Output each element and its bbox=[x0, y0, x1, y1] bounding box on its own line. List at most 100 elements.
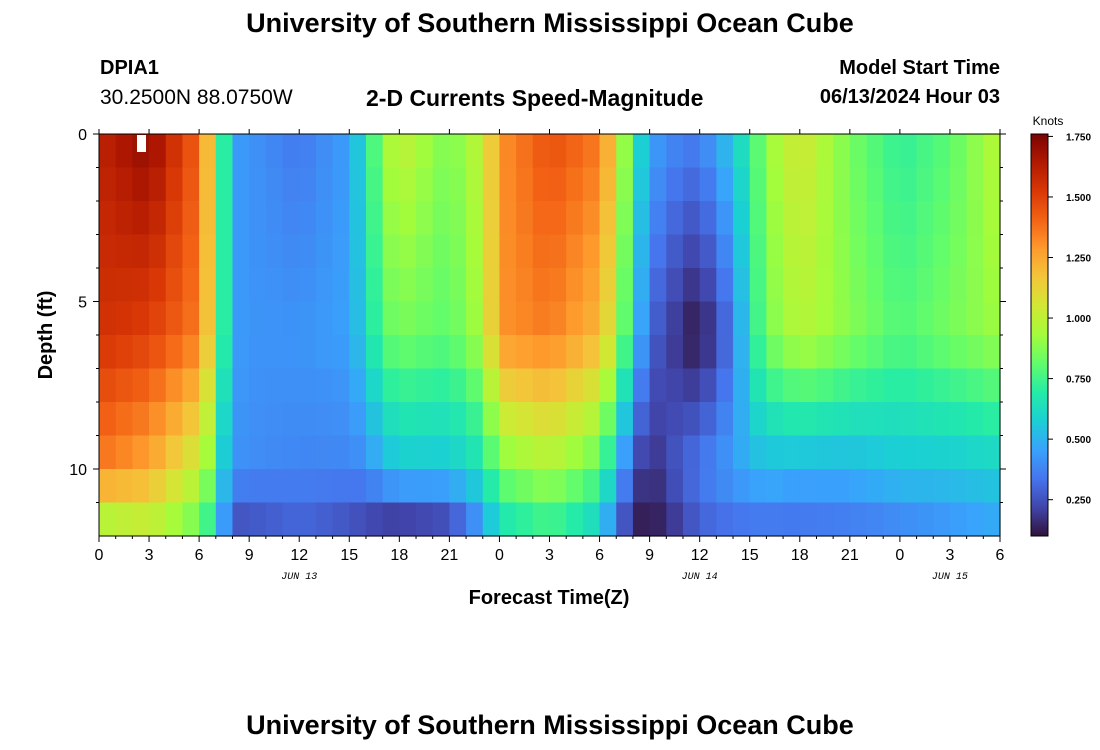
heatmap-cell bbox=[382, 402, 400, 437]
heatmap-cell bbox=[532, 368, 551, 403]
heatmap-cell bbox=[966, 167, 984, 202]
heatmap-cell bbox=[466, 234, 484, 269]
heatmap-cell bbox=[866, 134, 884, 169]
heatmap-cell bbox=[365, 234, 384, 269]
heatmap-cell bbox=[332, 368, 350, 403]
heatmap-cell bbox=[282, 502, 300, 537]
heatmap-cell bbox=[716, 167, 734, 202]
heatmap-cell bbox=[716, 469, 734, 504]
heatmap-cell bbox=[582, 167, 601, 202]
heatmap-cell bbox=[783, 435, 801, 470]
colorbar bbox=[1030, 133, 1049, 537]
heatmap-cell bbox=[616, 268, 634, 303]
heatmap-cell bbox=[649, 167, 667, 202]
heatmap-cell bbox=[466, 368, 484, 403]
heatmap-cell bbox=[983, 502, 1001, 537]
heatmap-cell bbox=[232, 167, 250, 202]
heatmap-cell bbox=[315, 201, 334, 236]
x-tick-label: 3 bbox=[145, 547, 154, 564]
heatmap-cell bbox=[132, 502, 150, 537]
heatmap-cell bbox=[949, 435, 968, 470]
heatmap-cell bbox=[749, 402, 768, 437]
x-axis-label: Forecast Time(Z) bbox=[469, 587, 630, 609]
heatmap-cell bbox=[632, 469, 651, 504]
heatmap-cell bbox=[416, 368, 434, 403]
heatmap-cell bbox=[549, 134, 567, 169]
heatmap-cell bbox=[666, 335, 684, 370]
heatmap-cell bbox=[733, 134, 751, 169]
heatmap-cell bbox=[482, 502, 501, 537]
heatmap-cell bbox=[416, 435, 434, 470]
station-coordinates: 30.2500N 88.0750W bbox=[100, 86, 293, 109]
heatmap-cell bbox=[949, 268, 968, 303]
heatmap-cell bbox=[716, 301, 734, 336]
heatmap-cell bbox=[866, 335, 884, 370]
heatmap-cell bbox=[716, 268, 734, 303]
heatmap-cell bbox=[466, 435, 484, 470]
heatmap-cell bbox=[849, 335, 868, 370]
heatmap-cell bbox=[165, 301, 184, 336]
heatmap-cell bbox=[849, 502, 868, 537]
heatmap-cell bbox=[833, 167, 851, 202]
heatmap-cell bbox=[899, 469, 918, 504]
heatmap-cell bbox=[182, 134, 200, 169]
heatmap-cell bbox=[299, 234, 317, 269]
heatmap-cell bbox=[132, 301, 150, 336]
axis-ticks: 0 3 6 9 12 15 18 21 0 3 6 9 12 15 18 21 0 3 6 JUN 13 JUN 14 J… bbox=[69, 127, 1006, 583]
x-tick-label: 3 bbox=[545, 547, 554, 564]
heatmap-cell bbox=[733, 201, 751, 236]
heatmap-cell bbox=[249, 368, 267, 403]
heatmap-cell bbox=[682, 469, 701, 504]
heatmap-cell bbox=[215, 402, 234, 437]
heatmap-cell bbox=[99, 368, 117, 403]
heatmap-cell bbox=[949, 234, 968, 269]
heatmap-cell bbox=[599, 502, 617, 537]
heatmap-cell bbox=[432, 502, 450, 537]
heatmap-cell bbox=[115, 234, 133, 269]
heatmap-cell bbox=[115, 167, 133, 202]
heatmap-cell bbox=[282, 469, 300, 504]
heatmap-cell bbox=[265, 301, 284, 336]
colorbar-tick-label: 1.250 bbox=[1066, 254, 1091, 265]
heatmap-cell bbox=[466, 301, 484, 336]
heatmap-cell bbox=[899, 301, 918, 336]
heatmap-cell bbox=[215, 234, 234, 269]
heatmap-cell bbox=[733, 301, 751, 336]
heatmap-cell bbox=[182, 469, 200, 504]
heatmap-cell bbox=[883, 134, 901, 169]
heatmap-cell bbox=[766, 435, 784, 470]
heatmap-cell bbox=[749, 469, 768, 504]
heatmap-cell bbox=[983, 167, 1001, 202]
heatmap-cell bbox=[382, 134, 400, 169]
heatmap-cell bbox=[566, 469, 584, 504]
y-tick-label: 5 bbox=[78, 295, 87, 312]
heatmap-cell bbox=[516, 301, 534, 336]
heatmap-cell bbox=[149, 368, 167, 403]
heatmap-cell bbox=[432, 469, 450, 504]
heatmap-cell bbox=[632, 167, 651, 202]
heatmap-cell bbox=[482, 134, 501, 169]
heatmap-cell bbox=[449, 368, 467, 403]
heatmap-cell bbox=[499, 134, 517, 169]
heatmap-cell bbox=[382, 234, 400, 269]
heatmap-cell bbox=[733, 502, 751, 537]
heatmap-cell bbox=[299, 402, 317, 437]
heatmap-cell bbox=[215, 268, 234, 303]
heatmap-cell bbox=[716, 502, 734, 537]
heatmap-cell bbox=[682, 301, 701, 336]
heatmap-cell bbox=[616, 469, 634, 504]
heatmap-cell bbox=[649, 435, 667, 470]
heatmap-cell bbox=[115, 502, 133, 537]
heatmap-cell bbox=[849, 201, 868, 236]
heatmap-cell bbox=[766, 201, 784, 236]
x-tick-label: 18 bbox=[791, 547, 809, 564]
heatmap-cell bbox=[599, 402, 617, 437]
heatmap-cell bbox=[332, 268, 350, 303]
heatmap-cell bbox=[966, 268, 984, 303]
heatmap-cell bbox=[532, 201, 551, 236]
heatmap-cell bbox=[566, 134, 584, 169]
heatmap-cell bbox=[833, 368, 851, 403]
heatmap-cell bbox=[916, 134, 934, 169]
heatmap-cell bbox=[382, 335, 400, 370]
heatmap-cell bbox=[115, 469, 133, 504]
